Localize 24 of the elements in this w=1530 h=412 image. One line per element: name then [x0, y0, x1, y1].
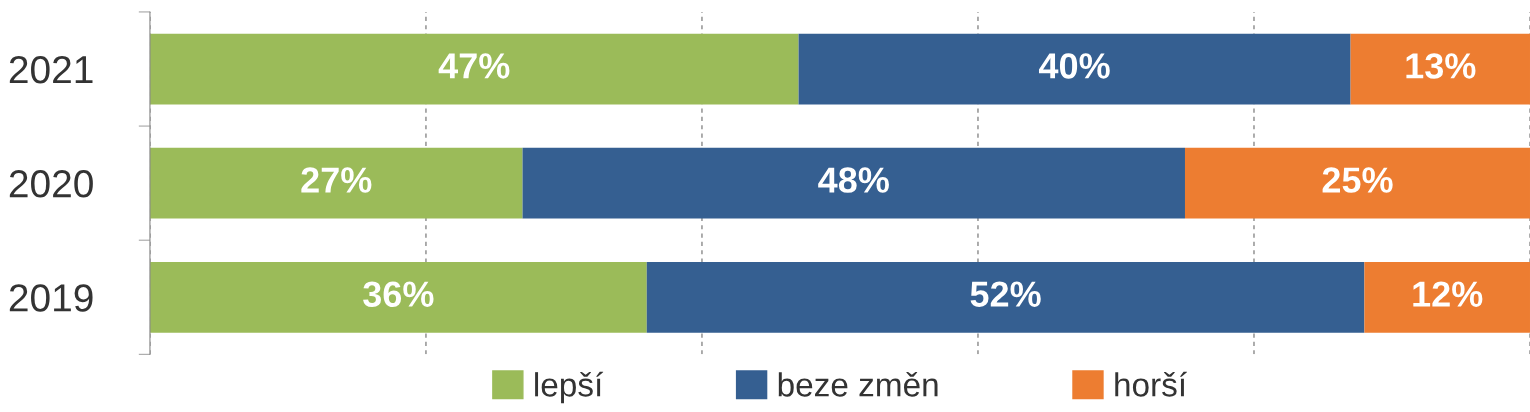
bar: [149, 33, 799, 105]
data-label: 36%: [363, 281, 434, 307]
data-label: 40%: [1038, 53, 1110, 79]
bar: [646, 261, 1365, 333]
y-tick-label: 2020: [9, 170, 93, 198]
bar: [798, 33, 1351, 105]
legend-label: lepší: [535, 371, 604, 404]
y-tick-label: 2021: [9, 55, 93, 84]
bar: [1184, 147, 1530, 219]
bar: [1350, 33, 1530, 105]
data-label: 27%: [301, 167, 372, 193]
legend-label: beze změn: [778, 372, 938, 397]
data-label: 47%: [438, 53, 510, 79]
bar: [149, 147, 523, 219]
data-label: 48%: [818, 167, 889, 193]
bar: [522, 147, 1185, 219]
data-label: 13%: [1406, 53, 1476, 79]
bar: [149, 261, 647, 333]
y-tick-label: 2019: [9, 284, 93, 312]
data-label: 12%: [1413, 281, 1483, 307]
legend-label: horší: [1115, 371, 1187, 397]
data-label: 25%: [1322, 167, 1393, 193]
data-label: 52%: [970, 281, 1041, 307]
bar: [1364, 261, 1530, 333]
